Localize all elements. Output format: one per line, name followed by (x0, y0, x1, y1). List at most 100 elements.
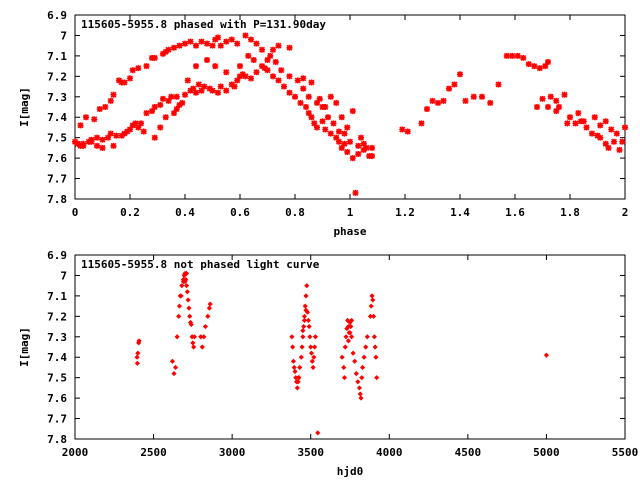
unphased-data-point (371, 334, 377, 340)
phased-data-point (88, 138, 95, 145)
phased-data-point (231, 83, 238, 90)
phased-data-point (151, 54, 158, 61)
phased-data-point (165, 97, 172, 104)
phased-x-tick-label: 0.6 (230, 206, 250, 219)
unphased-data-point (190, 340, 196, 346)
phased-data-point (212, 63, 219, 70)
phased-data-point (182, 40, 188, 47)
phased-data-point (80, 140, 87, 147)
unphased-data-points (134, 270, 549, 436)
phased-data-point (613, 130, 620, 137)
phased-data-point (179, 99, 186, 106)
phased-data-point (294, 77, 301, 84)
unphased-x-tick-label: 3000 (219, 446, 246, 459)
unphased-y-axis-label: I[mag] (18, 327, 31, 367)
unphased-data-point (199, 344, 205, 350)
unphased-y-tick-label: 7.2 (47, 310, 67, 323)
phased-data-point (479, 93, 485, 100)
phased-data-point (162, 114, 169, 121)
phased-data-point (495, 81, 502, 88)
unphased-data-point (295, 379, 301, 385)
phased-data-point (223, 38, 230, 45)
phased-y-tick-label: 7.3 (47, 91, 67, 104)
phased-data-point (369, 153, 375, 160)
phased-data-point (470, 93, 477, 100)
phased-data-point (333, 99, 340, 106)
phased-data-point (127, 126, 133, 133)
phased-y-tick-label: 7.1 (47, 50, 67, 63)
phased-data-point (330, 120, 337, 127)
phased-data-point (311, 120, 318, 127)
phased-y-tick-label: 7 (60, 29, 67, 42)
phased-data-point (327, 130, 334, 137)
phased-data-point (270, 46, 276, 53)
phased-data-point (105, 134, 111, 141)
unphased-data-point (303, 293, 309, 299)
phased-data-point (94, 134, 100, 141)
phased-data-point (602, 140, 609, 147)
phased-data-point (360, 140, 367, 147)
phased-data-point (424, 106, 430, 113)
phased-data-point (358, 134, 364, 141)
phased-data-point (242, 32, 249, 39)
phased-data-point (281, 83, 287, 90)
phased-data-point (344, 124, 351, 131)
unphased-data-point (291, 364, 297, 371)
unphased-data-point (306, 323, 312, 330)
phased-data-point (611, 138, 617, 145)
phased-data-point (99, 144, 106, 151)
unphased-data-point (134, 360, 140, 366)
phased-data-point (250, 56, 257, 63)
unphased-data-point (297, 364, 303, 371)
phased-data-point (556, 104, 562, 110)
phased-data-point (171, 110, 177, 117)
phased-data-point (91, 116, 98, 123)
unphased-data-point (349, 334, 355, 340)
phased-data-point (107, 130, 114, 137)
unphased-data-point (171, 371, 177, 377)
unphased-data-point (347, 330, 353, 336)
phased-data-point (619, 138, 626, 145)
phased-data-point (228, 36, 235, 43)
phased-data-point (217, 42, 224, 49)
unphased-y-tick-label: 7.6 (47, 392, 67, 405)
unphased-data-point (207, 301, 213, 307)
phased-data-point (143, 63, 150, 70)
unphased-data-point (361, 354, 367, 360)
phased-data-point (248, 36, 254, 43)
phased-data-point (171, 44, 177, 51)
unphased-data-point (371, 313, 377, 319)
phased-data-point (349, 108, 356, 115)
phased-data-points (72, 32, 628, 196)
unphased-data-point (304, 283, 310, 289)
phased-data-point (589, 130, 595, 137)
unphased-axis-ticks: 2000 2500 3000 3500 4000 4500 5000 5500 6.9 7 7.1 7… (47, 249, 638, 459)
phased-data-point (487, 99, 494, 106)
phased-data-point (608, 126, 615, 133)
phased-x-tick-label: 2 (622, 206, 629, 219)
phased-data-point (314, 124, 320, 131)
unphased-data-point (364, 334, 370, 340)
unphased-data-point (187, 313, 193, 319)
phased-data-point (143, 110, 150, 117)
phased-data-point (457, 71, 463, 78)
phased-data-point (245, 52, 252, 59)
unphased-data-point (357, 391, 363, 397)
phased-data-point (173, 93, 180, 100)
phased-data-point (237, 63, 243, 70)
unphased-data-point (343, 334, 349, 340)
unphased-data-point (311, 354, 317, 360)
unphased-data-point (368, 303, 374, 309)
phased-data-point (300, 75, 307, 82)
unphased-data-point (363, 344, 369, 350)
unphased-data-point (290, 344, 296, 350)
unphased-data-point (301, 317, 307, 323)
unphased-data-point (307, 334, 313, 340)
unphased-y-tick-label: 7.8 (47, 433, 67, 446)
phased-data-point (223, 69, 230, 76)
phased-data-point (165, 46, 172, 53)
phased-data-point (264, 56, 271, 63)
phased-data-point (242, 73, 249, 80)
phased-data-point (201, 83, 208, 90)
phased-data-point (270, 73, 276, 80)
